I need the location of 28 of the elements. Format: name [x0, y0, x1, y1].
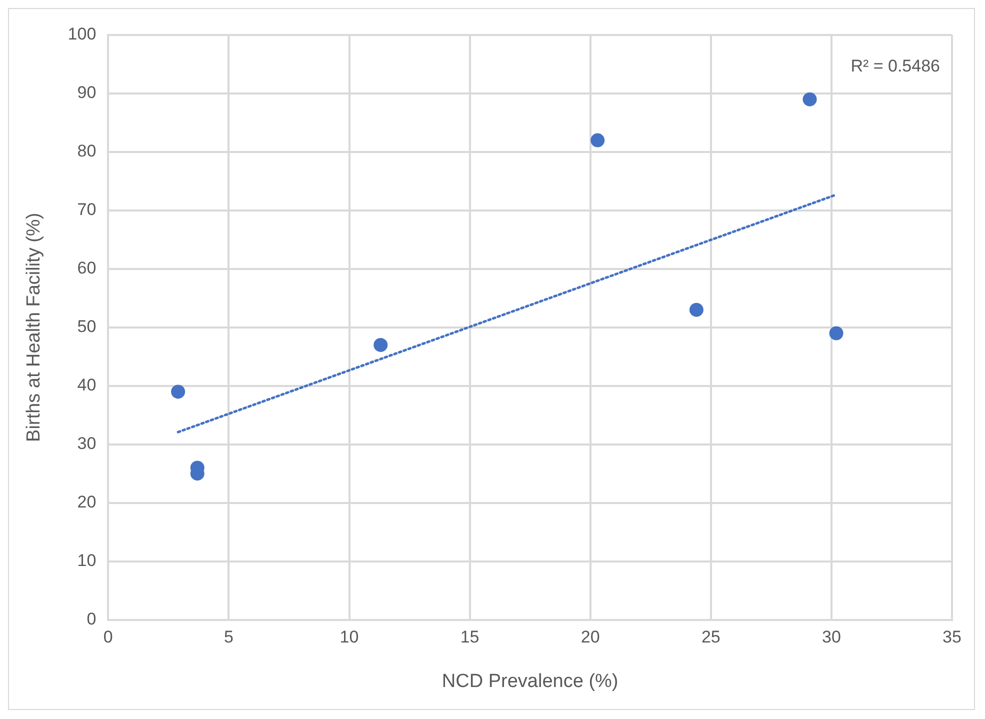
- point: [374, 338, 388, 352]
- y-tick-label: 70: [77, 200, 96, 220]
- x-axis-title: NCD Prevalence (%): [442, 670, 618, 692]
- y-tick-label: 0: [86, 609, 96, 628]
- x-tick-label: 5: [224, 628, 234, 647]
- x-tick-label: 15: [460, 628, 480, 647]
- y-tick-label: 40: [77, 376, 96, 395]
- x-tick-label: 20: [580, 628, 600, 647]
- x-tick-label: 35: [942, 628, 962, 647]
- point: [829, 326, 844, 340]
- y-tick-label: 50: [77, 317, 96, 336]
- x-tick-label: 25: [701, 628, 720, 647]
- x-tick-label: 0: [103, 628, 113, 647]
- x-tick-label: 30: [822, 628, 841, 647]
- y-tick-label: 10: [77, 551, 96, 570]
- x-tick-label: 10: [340, 628, 359, 647]
- y-tick-label: 100: [68, 24, 96, 44]
- y-tick-label: 90: [77, 83, 96, 102]
- y-tick-label: 80: [77, 142, 96, 161]
- point: [802, 92, 817, 106]
- y-tick-label: 20: [77, 492, 96, 512]
- y-tick-label: 30: [77, 434, 96, 454]
- point: [171, 384, 186, 399]
- point: [689, 302, 704, 317]
- point: [590, 133, 605, 148]
- y-tick-label: 60: [77, 258, 96, 278]
- y-axis-title: Births at Health Facility (%): [24, 212, 45, 442]
- annotation: R² = 0.5486: [850, 56, 940, 76]
